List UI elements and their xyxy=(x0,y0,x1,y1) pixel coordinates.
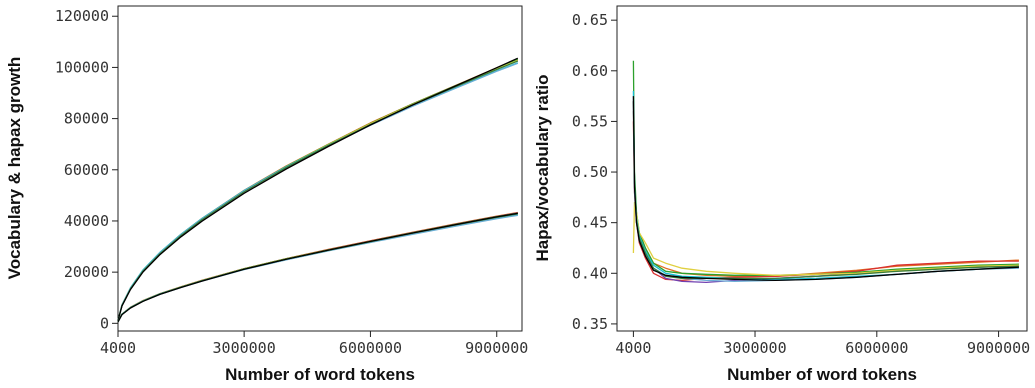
y-tick-label: 100000 xyxy=(55,58,109,76)
x-tick-label: 4000 xyxy=(100,339,136,357)
x-tick-label: 9000000 xyxy=(967,339,1030,357)
series-line-6 xyxy=(632,90,1019,281)
series-line-1 xyxy=(632,111,1019,277)
y-tick-label: 20000 xyxy=(64,263,109,281)
series-line-10 xyxy=(117,211,518,323)
x-tick-label: 3000000 xyxy=(723,339,786,357)
series-line-14 xyxy=(117,212,518,323)
y-tick-label: 40000 xyxy=(64,212,109,230)
x-tick-label: 3000000 xyxy=(213,339,276,357)
x-tick-label: 9000000 xyxy=(465,339,528,357)
series-lines xyxy=(632,60,1019,284)
series-line-7 xyxy=(117,62,519,321)
y-axis-title: Hapax/vocabulary ratio xyxy=(533,74,552,261)
series-line-3 xyxy=(632,101,1019,284)
series-line-8 xyxy=(632,101,1019,280)
tick-group: 4000 3000000 6000000 9000000 0 20000 40000 6000… xyxy=(55,7,529,357)
x-tick-label: 6000000 xyxy=(339,339,402,357)
y-tick-label: 0.50 xyxy=(572,163,608,181)
y-tick-label: 0.55 xyxy=(572,112,608,130)
series-line-3 xyxy=(117,60,519,321)
series-line-9 xyxy=(632,96,1019,282)
series-line-18 xyxy=(117,212,518,323)
x-tick-label: 4000 xyxy=(615,339,651,357)
y-tick-label: 0.40 xyxy=(572,264,608,282)
series-line-12 xyxy=(117,212,518,323)
y-tick-label: 0.60 xyxy=(572,62,608,80)
x-axis-title: Number of word tokens xyxy=(727,365,917,384)
series-line-1 xyxy=(117,58,519,321)
series-line-9 xyxy=(117,57,519,321)
plot-frame xyxy=(117,5,523,332)
series-line-13 xyxy=(117,212,518,323)
x-tick-label: 6000000 xyxy=(845,339,908,357)
tick-group: 4000 3000000 6000000 9000000 0.35 0.40 0.45 0.5… xyxy=(572,11,1030,357)
y-tick-label: 80000 xyxy=(64,110,109,128)
vocabulary-hapax-growth-panel: 4000 3000000 6000000 9000000 0 20000 40000 6000… xyxy=(5,5,529,384)
series-line-17 xyxy=(117,213,518,323)
series-line-5 xyxy=(117,59,519,321)
y-axis-title: Vocabulary & hapax growth xyxy=(5,57,24,280)
y-tick-label: 120000 xyxy=(55,7,109,25)
y-tick-label: 0 xyxy=(100,314,109,332)
series-line-15 xyxy=(117,214,518,323)
y-tick-label: 0.35 xyxy=(572,315,608,333)
series-line-16 xyxy=(117,214,518,323)
series-lines xyxy=(117,57,519,323)
series-line-7 xyxy=(632,111,1019,283)
series-line-4 xyxy=(117,58,519,321)
y-tick-label: 0.45 xyxy=(572,214,608,232)
x-axis-title: Number of word tokens xyxy=(225,365,415,384)
series-line-2 xyxy=(117,59,519,321)
y-tick-label: 60000 xyxy=(64,161,109,179)
series-line-2 xyxy=(632,121,1019,282)
y-tick-label: 0.65 xyxy=(572,11,608,29)
hapax-vocabulary-ratio-panel: 4000 3000000 6000000 9000000 0.35 0.40 0.45 0.5… xyxy=(533,5,1030,384)
series-line-4 xyxy=(632,60,1019,276)
series-line-5 xyxy=(632,201,1019,276)
series-line-6 xyxy=(117,62,519,321)
series-line-8 xyxy=(117,60,519,321)
series-line-11 xyxy=(117,212,518,323)
plot-frame xyxy=(616,5,1028,332)
